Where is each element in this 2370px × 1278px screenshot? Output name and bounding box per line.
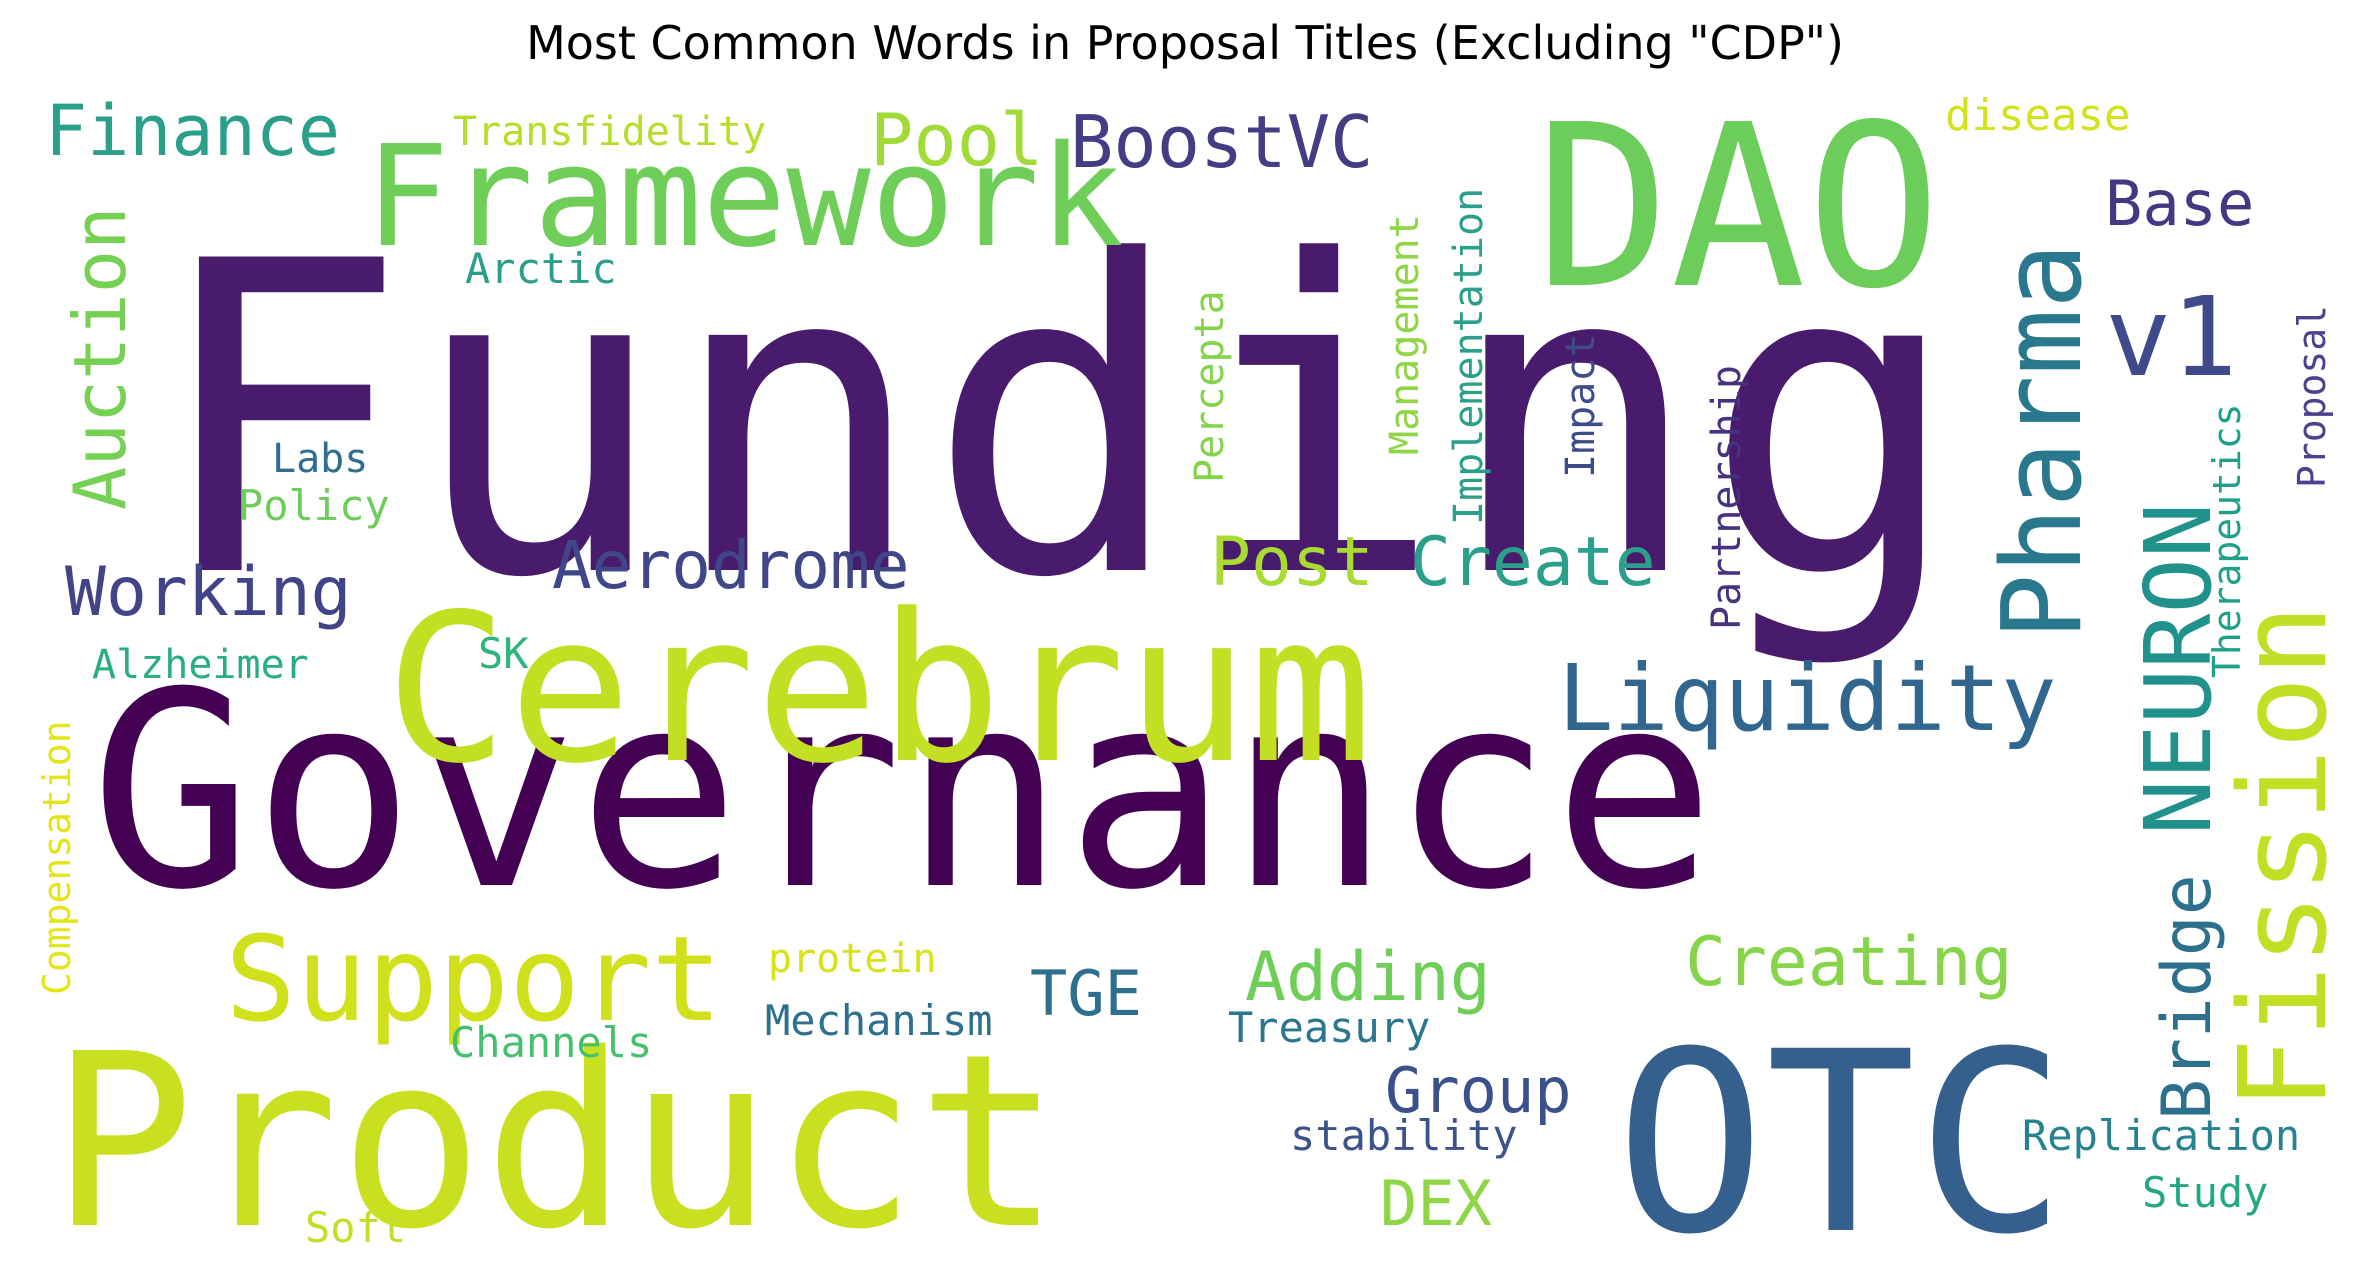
- word-post: Post: [1210, 523, 1374, 602]
- word-tge: TGE: [1030, 957, 1142, 1030]
- word-fission: Fission: [2215, 604, 2354, 1110]
- word-channels: Channels: [450, 1018, 652, 1067]
- word-proposal: Proposal: [2290, 305, 2334, 488]
- word-treasury: Treasury: [1228, 1003, 1430, 1052]
- word-stability: stability: [1290, 1111, 1518, 1160]
- chart-title: Most Common Words in Proposal Titles (Ex…: [526, 16, 1844, 70]
- word-support: Support: [225, 910, 722, 1048]
- word-v1: v1: [2105, 273, 2237, 401]
- word-impact: Impact: [1558, 334, 1604, 479]
- word-implementation: Implementation: [1446, 188, 1492, 525]
- word-create: Create: [1410, 523, 1656, 602]
- word-neuron: NEURON: [2125, 503, 2232, 835]
- word-finance: Finance: [45, 90, 340, 172]
- word-base: Base: [2105, 167, 2254, 240]
- word-creating: Creating: [1685, 923, 2013, 1002]
- word-pharma: Pharma: [1978, 243, 2106, 640]
- word-percepta: Percepta: [1187, 290, 1233, 483]
- word-protein: protein: [768, 936, 937, 982]
- word-product: Product: [50, 1002, 1061, 1278]
- word-boostvc: BoostVC: [1070, 100, 1373, 184]
- word-replication: Replication: [2022, 1111, 2300, 1160]
- word-management: Management: [1382, 214, 1428, 455]
- word-group: Group: [1385, 1054, 1572, 1127]
- word-disease: disease: [1945, 90, 2130, 141]
- word-pool: Pool: [870, 98, 1043, 182]
- word-funding: Funding: [150, 172, 1962, 672]
- word-alzheimer: Alzheimer: [92, 642, 309, 688]
- word-dex: DEX: [1380, 1167, 1492, 1240]
- word-governance: Governance: [90, 634, 1716, 949]
- word-working: Working: [65, 553, 352, 632]
- word-auction: Auction: [58, 207, 142, 510]
- word-sk: SK: [478, 629, 529, 678]
- word-partnership: Partnership: [1704, 365, 1750, 630]
- word-adding: Adding: [1245, 938, 1491, 1017]
- word-mechanism: Mechanism: [765, 996, 993, 1045]
- word-cerebrum: Cerebrum: [385, 571, 1372, 809]
- word-dao: DAO: [1535, 77, 1941, 339]
- word-transfidelity: Transfidelity: [453, 109, 766, 155]
- word-liquidity: Liquidity: [1558, 645, 2057, 752]
- word-policy: Policy: [238, 481, 390, 530]
- word-compensation: Compensation: [35, 720, 79, 995]
- word-study: Study: [2142, 1168, 2268, 1217]
- word-aerodrome: Aerodrome: [552, 527, 910, 604]
- word-therapeutics: Therapeutics: [2205, 403, 2249, 678]
- word-soft: Soft: [305, 1203, 406, 1252]
- word-arctic: Arctic: [465, 244, 617, 293]
- word-framework: Framework: [365, 116, 1124, 279]
- word-bridge: Bridge: [2148, 874, 2227, 1120]
- word-labs: Labs: [272, 436, 368, 482]
- word-otc: OTC: [1615, 998, 2067, 1278]
